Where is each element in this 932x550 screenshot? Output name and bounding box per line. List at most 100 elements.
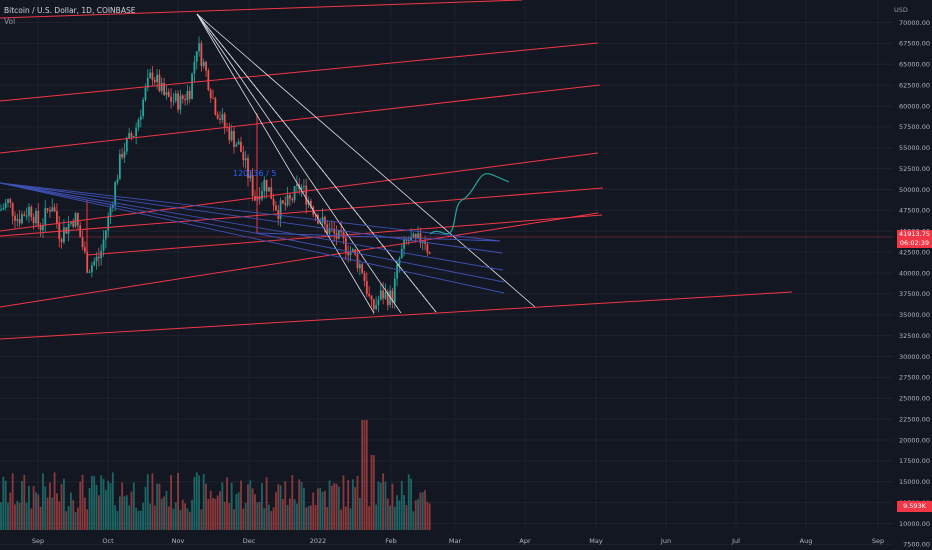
volume-bar <box>35 492 37 530</box>
candle-body <box>405 239 408 241</box>
candle-body <box>49 210 51 212</box>
fan-line-blue <box>0 182 504 271</box>
candle-body <box>25 215 28 217</box>
candle-body <box>156 74 159 83</box>
volume-bar <box>39 506 42 530</box>
volume-bar <box>244 502 247 530</box>
volume-bar <box>88 487 91 530</box>
drawing-text-label[interactable]: 120136 / 5 <box>233 169 277 178</box>
candle-body <box>219 118 221 120</box>
candle-body <box>16 219 19 221</box>
chart-legend: Bitcoin / U.S. Dollar, 1D, COINBASE Vol <box>4 5 135 27</box>
candle-body <box>160 82 163 92</box>
volume-bar <box>23 474 26 530</box>
volume-bar <box>156 483 159 530</box>
volume-bar <box>139 510 142 530</box>
volume-bar <box>268 504 270 530</box>
volume-bar <box>424 490 426 530</box>
volume-bar <box>249 480 252 530</box>
volume-bar <box>328 480 331 530</box>
candlesticks <box>0 36 431 315</box>
price-axis[interactable]: 70000.00 67500.00 65000.00 62500.00 60000.00… <box>899 19 930 549</box>
candle-body <box>212 97 214 99</box>
candle-body <box>417 233 419 239</box>
volume-bar <box>354 487 357 530</box>
volume-bar <box>391 483 394 530</box>
candle-body <box>244 158 247 161</box>
fan-line-white <box>196 13 402 314</box>
y-tick-label: 42500.00 <box>899 248 930 256</box>
candle-body <box>137 119 140 128</box>
candle-body <box>4 202 7 208</box>
volume-bar <box>151 473 154 530</box>
volume-bar <box>237 492 240 530</box>
volume-bar <box>135 507 138 530</box>
candle-body <box>223 114 226 127</box>
trendline-red <box>0 152 599 232</box>
candle-body <box>296 184 298 187</box>
candle-body <box>228 127 231 141</box>
candle-body <box>347 253 350 256</box>
candle-body <box>116 179 119 183</box>
candle-body <box>128 133 131 139</box>
candle-body <box>123 151 126 158</box>
volume-bar <box>21 481 23 530</box>
candle-body <box>67 223 70 234</box>
volume-bar <box>263 508 266 530</box>
candle-body <box>90 265 93 273</box>
candle-body <box>184 99 186 101</box>
volume-indicator-label[interactable]: Vol <box>4 17 16 26</box>
trendline-red <box>0 42 599 102</box>
volume-bar <box>58 501 61 530</box>
volume-bar <box>179 509 182 530</box>
volume-bar <box>407 474 410 530</box>
volume-bar <box>158 483 161 530</box>
candle-body <box>396 264 398 279</box>
x-tick-label: Dec <box>243 537 256 545</box>
volume-bar <box>53 472 56 530</box>
candle-body <box>149 72 152 79</box>
candle-body <box>35 210 37 224</box>
candle-body <box>279 200 282 219</box>
volume-bar <box>312 492 315 530</box>
volume-bar <box>174 502 177 530</box>
volume-bar <box>298 479 301 530</box>
candle-body <box>81 237 84 248</box>
volume-bar <box>377 481 380 530</box>
volume-bar <box>44 486 47 530</box>
candle-body <box>209 90 212 98</box>
volume-bar <box>412 511 415 530</box>
volume-bar <box>132 482 135 530</box>
volume-bar <box>233 509 235 530</box>
trendline-red <box>0 84 601 154</box>
candle-body <box>344 238 347 254</box>
y-tick-label: 50000.00 <box>899 186 930 194</box>
volume-bar <box>379 482 382 530</box>
candle-body <box>309 200 312 207</box>
volume-bar <box>398 500 401 530</box>
volume-bar <box>118 496 121 530</box>
symbol-title[interactable]: Bitcoin / U.S. Dollar, 1D, COINBASE <box>4 6 136 15</box>
time-axis[interactable]: Sep Oct Nov Dec 2022 Feb Mar Apr May Jun Jul Aug Sep <box>32 537 884 545</box>
candle-body <box>165 92 168 95</box>
candle-body <box>263 179 266 191</box>
fan-line-blue <box>0 182 501 242</box>
trendline-red <box>86 214 603 256</box>
x-tick-label: Sep <box>32 537 44 545</box>
volume-bar <box>46 497 49 530</box>
candle-body <box>316 214 319 224</box>
candle-body <box>249 175 252 179</box>
candle-body <box>93 261 96 266</box>
candle-body <box>384 292 387 299</box>
volume-bar <box>333 483 336 530</box>
volume-bar <box>51 497 54 530</box>
candle-body <box>365 281 368 294</box>
volume-bar <box>417 499 419 530</box>
volume-bar <box>242 508 245 530</box>
x-tick-label: Jun <box>660 537 671 545</box>
volume-bar <box>209 490 212 530</box>
volume-bar <box>351 479 354 530</box>
volume-bar <box>146 474 149 530</box>
candle-body <box>174 93 177 101</box>
